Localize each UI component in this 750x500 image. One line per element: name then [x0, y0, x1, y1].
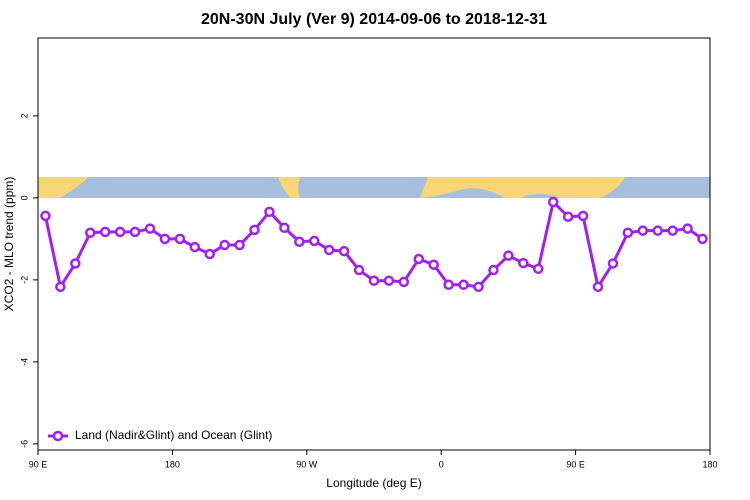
point — [383, 275, 395, 286]
point — [682, 223, 693, 234]
point — [159, 233, 171, 245]
x-axis-label: Longitude (deg E) — [326, 476, 421, 490]
y-tick-label: -6 — [19, 440, 29, 448]
x-tick-label: 180 — [165, 459, 180, 469]
point — [249, 224, 260, 236]
point — [338, 245, 350, 257]
point — [458, 279, 469, 291]
point — [398, 276, 410, 288]
point — [219, 239, 230, 251]
point — [443, 279, 454, 291]
plot-frame — [37, 37, 711, 451]
point — [189, 241, 201, 253]
point — [114, 226, 126, 238]
point — [309, 235, 320, 247]
point — [533, 263, 544, 275]
point — [697, 233, 708, 245]
y-tick-label: -2 — [19, 276, 29, 284]
point — [144, 223, 156, 234]
chart-title: 20N-30N July (Ver 9) 2014-09-06 to 2018-… — [201, 11, 547, 28]
point — [667, 225, 678, 236]
point — [234, 239, 245, 251]
x-tick-label: 90 W — [296, 459, 318, 469]
point — [652, 225, 663, 236]
legend-label: Land (Nadir&Glint) and Ocean (Glint) — [75, 428, 272, 442]
series-line — [43, 200, 704, 289]
point — [368, 275, 380, 286]
point — [264, 206, 275, 218]
legend-marker — [52, 430, 64, 442]
point — [70, 258, 81, 269]
point — [562, 211, 574, 222]
y-axis-label: XCO2 - MLO trend (ppm) — [2, 177, 16, 312]
map-strip — [38, 177, 710, 198]
point — [174, 233, 186, 245]
x-tick-label: 0 — [439, 459, 444, 469]
point — [503, 250, 514, 261]
point — [577, 210, 589, 222]
point — [99, 226, 111, 238]
point — [488, 264, 499, 276]
point — [428, 259, 439, 270]
point — [547, 196, 559, 208]
y-tick-label: 2 — [19, 113, 29, 118]
x-tick-label: 90 E — [29, 459, 48, 469]
x-tick-label: 90 E — [566, 459, 585, 469]
point — [294, 236, 305, 247]
x-tick-label: 180 — [702, 459, 717, 469]
point — [279, 222, 290, 234]
point — [592, 281, 604, 293]
point — [40, 210, 51, 222]
point — [518, 257, 529, 269]
point — [204, 248, 215, 260]
point — [473, 281, 484, 293]
point — [637, 225, 649, 236]
point — [129, 226, 141, 238]
y-tick-label: -4 — [19, 358, 29, 366]
point — [323, 244, 335, 256]
point — [622, 227, 634, 238]
point — [85, 227, 96, 238]
y-tick-label: 0 — [19, 195, 29, 200]
point — [353, 264, 365, 276]
point — [55, 281, 66, 293]
point — [607, 258, 619, 269]
point — [413, 253, 425, 265]
